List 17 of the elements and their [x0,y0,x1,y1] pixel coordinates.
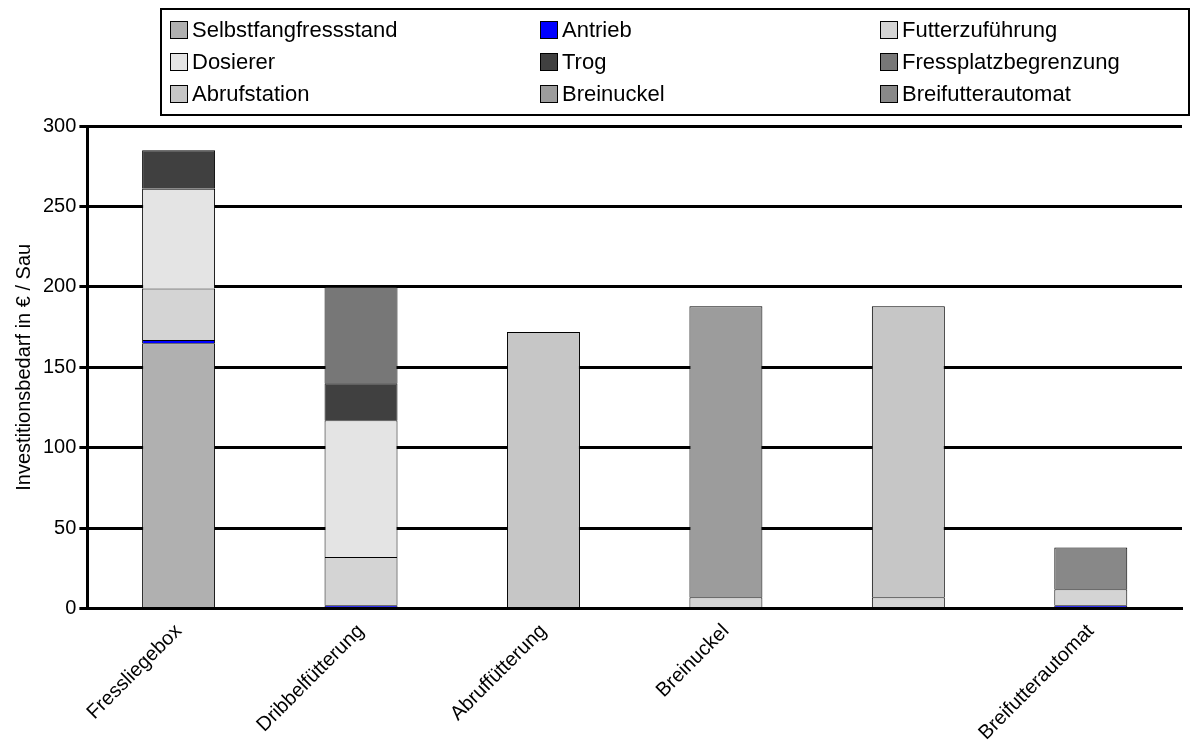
legend-label: Antrieb [562,16,632,44]
legend-label: Breinuckel [562,80,665,108]
legend-label: Fressplatzbegrenzung [902,48,1120,76]
legend-label: Breifutterautomat [902,80,1071,108]
y-tick-label: 150 [42,354,77,377]
y-axis-title: Investitionsbedarf in € / Sau [11,243,34,491]
legend-label: Dosierer [192,48,276,76]
legend-label: Futterzuführung [902,16,1058,44]
legend-label: Selbstfangfressstand [192,16,398,44]
y-tick-label: 300 [42,113,77,136]
y-tick-label: 250 [42,193,77,216]
y-tick-label: 200 [42,274,77,297]
y-tick-label: 100 [42,435,77,458]
y-tick-label: 50 [54,515,77,538]
legend-label: Trog [562,48,607,76]
y-tick-label: 0 [65,596,77,619]
legend-label: Abrufstation [192,80,310,108]
